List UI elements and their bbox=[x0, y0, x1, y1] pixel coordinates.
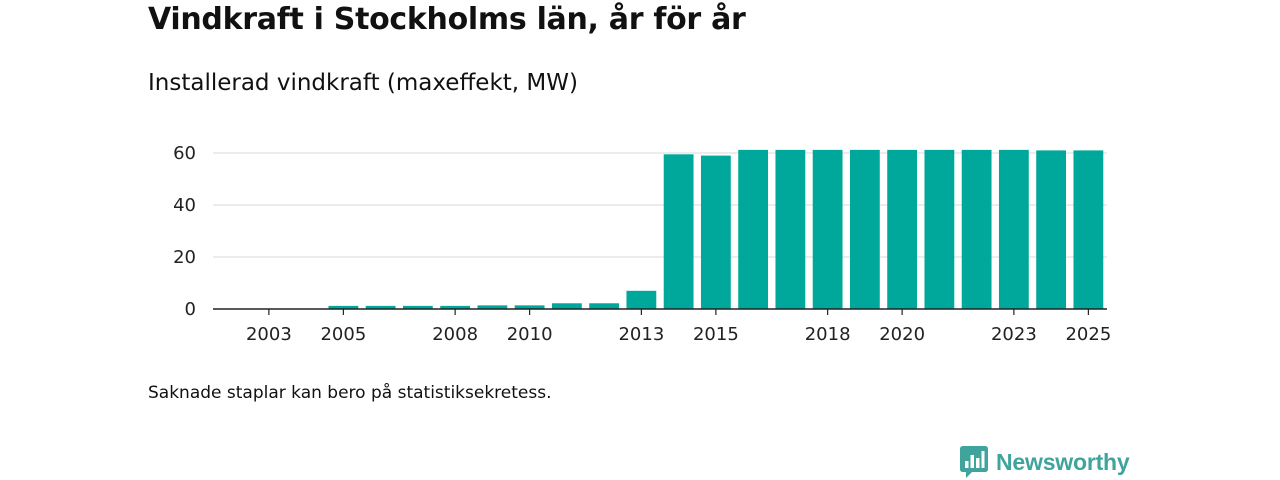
x-tick-label: 2018 bbox=[805, 324, 851, 345]
x-tick-label: 2015 bbox=[693, 324, 739, 345]
y-tick-label: 20 bbox=[173, 247, 196, 268]
x-tick-label: 2020 bbox=[879, 324, 925, 345]
bar bbox=[589, 303, 620, 309]
bar bbox=[738, 149, 769, 309]
x-tick-label: 2005 bbox=[320, 324, 366, 345]
x-tick-label: 2025 bbox=[1065, 324, 1111, 345]
bar bbox=[887, 149, 918, 309]
bar bbox=[663, 154, 694, 309]
bar bbox=[626, 290, 657, 309]
chart-subtitle: Installerad vindkraft (maxeffekt, MW) bbox=[148, 70, 578, 96]
x-tick-label: 2003 bbox=[246, 324, 292, 345]
bar bbox=[328, 305, 359, 309]
bar bbox=[812, 149, 843, 309]
y-tick-label: 0 bbox=[185, 299, 196, 320]
brand-name: Newsworthy bbox=[996, 448, 1130, 475]
bar-chart: 0 20 40 60 2003 2005 2008 2010 2013 2015 2018 2020 2… bbox=[173, 143, 1111, 345]
bar bbox=[775, 149, 806, 309]
chart-title: Vindkraft i Stockholms län, år för år bbox=[148, 2, 746, 37]
bar bbox=[402, 305, 433, 309]
bar bbox=[961, 149, 992, 309]
bar bbox=[700, 155, 731, 309]
bar bbox=[924, 149, 955, 309]
bar bbox=[365, 305, 396, 309]
brand-logo: Newsworthy bbox=[960, 446, 1130, 478]
bar bbox=[514, 305, 545, 309]
x-tick-label: 2023 bbox=[991, 324, 1037, 345]
footnote: Saknade staplar kan bero på statistiksek… bbox=[148, 383, 552, 403]
bar bbox=[440, 305, 471, 309]
bar bbox=[849, 149, 880, 309]
bar bbox=[1036, 150, 1067, 309]
y-tick-label: 40 bbox=[173, 195, 196, 216]
bar bbox=[551, 303, 582, 309]
y-tick-label: 60 bbox=[173, 143, 196, 164]
x-tick-label: 2013 bbox=[618, 324, 664, 345]
bar bbox=[998, 149, 1029, 309]
bar bbox=[1073, 150, 1104, 309]
x-tick-label: 2008 bbox=[432, 324, 478, 345]
x-tick-label: 2010 bbox=[507, 324, 553, 345]
newsworthy-logo-icon bbox=[960, 446, 988, 478]
bar bbox=[477, 305, 508, 309]
